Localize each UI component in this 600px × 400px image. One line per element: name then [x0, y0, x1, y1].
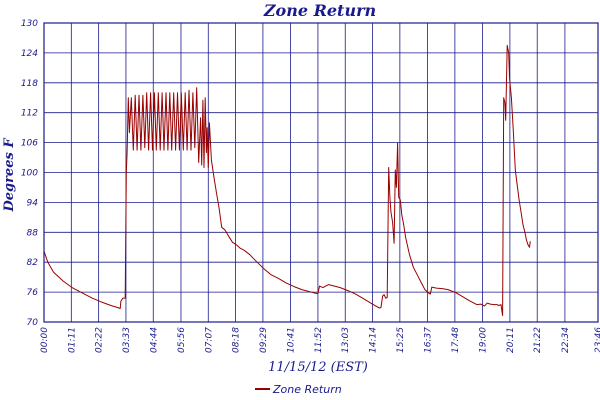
x-tick-label: 11:52: [314, 327, 324, 353]
legend-label: Zone Return: [272, 383, 342, 396]
y-tick-label: 130: [21, 19, 38, 29]
x-tick-label: 22:34: [561, 327, 571, 353]
plot-frame: [43, 22, 599, 323]
x-tick-label: 14:14: [369, 327, 379, 353]
tick-labels: 70 76 82 88 94 100 106 112 118 124 130 00:00 01:11 02…: [21, 19, 600, 353]
x-tick-label: 02:22: [95, 327, 105, 353]
y-axis-label: Degrees F: [2, 138, 17, 213]
x-tick-label: 20:11: [506, 327, 516, 353]
x-tick-label: 08:18: [232, 327, 242, 353]
x-tick-label: 21:22: [533, 327, 543, 353]
y-tick-label: 70: [27, 318, 39, 328]
grid-lines: [43, 22, 599, 323]
y-tick-label: 88: [27, 228, 39, 238]
x-axis-label: 11/15/12 (EST): [268, 360, 368, 375]
y-tick-label: 106: [21, 139, 38, 149]
x-tick-label: 10:41: [287, 327, 297, 353]
x-tick-label: 05:56: [177, 327, 187, 353]
y-tick-label: 100: [21, 169, 38, 179]
y-tick-label: 124: [21, 49, 38, 59]
x-tick-label: 15:25: [396, 327, 406, 353]
series-line: [43, 44, 531, 316]
y-tick-label: 76: [27, 288, 39, 298]
x-tick-label: 03:33: [122, 327, 132, 353]
x-tick-label: 23:46: [594, 327, 600, 353]
legend: Zone Return: [255, 383, 342, 396]
x-tick-label: 16:37: [424, 327, 434, 353]
series-group: [43, 44, 531, 316]
x-tick-label: 01:11: [67, 327, 77, 353]
x-tick-label: 17:48: [451, 327, 461, 353]
y-tick-label: 82: [27, 258, 39, 268]
y-tick-label: 118: [21, 79, 38, 89]
x-tick-label: 04:44: [149, 327, 159, 353]
x-tick-label: 19:00: [479, 327, 489, 353]
chart-title: Zone Return: [263, 1, 376, 20]
x-tick-label: 09:29: [259, 327, 269, 353]
x-tick-label: 07:07: [204, 327, 214, 353]
y-tick-label: 112: [21, 109, 38, 119]
x-tick-label: 00:00: [40, 327, 50, 353]
x-tick-label: 13:03: [341, 327, 351, 353]
y-tick-label: 94: [27, 198, 39, 208]
